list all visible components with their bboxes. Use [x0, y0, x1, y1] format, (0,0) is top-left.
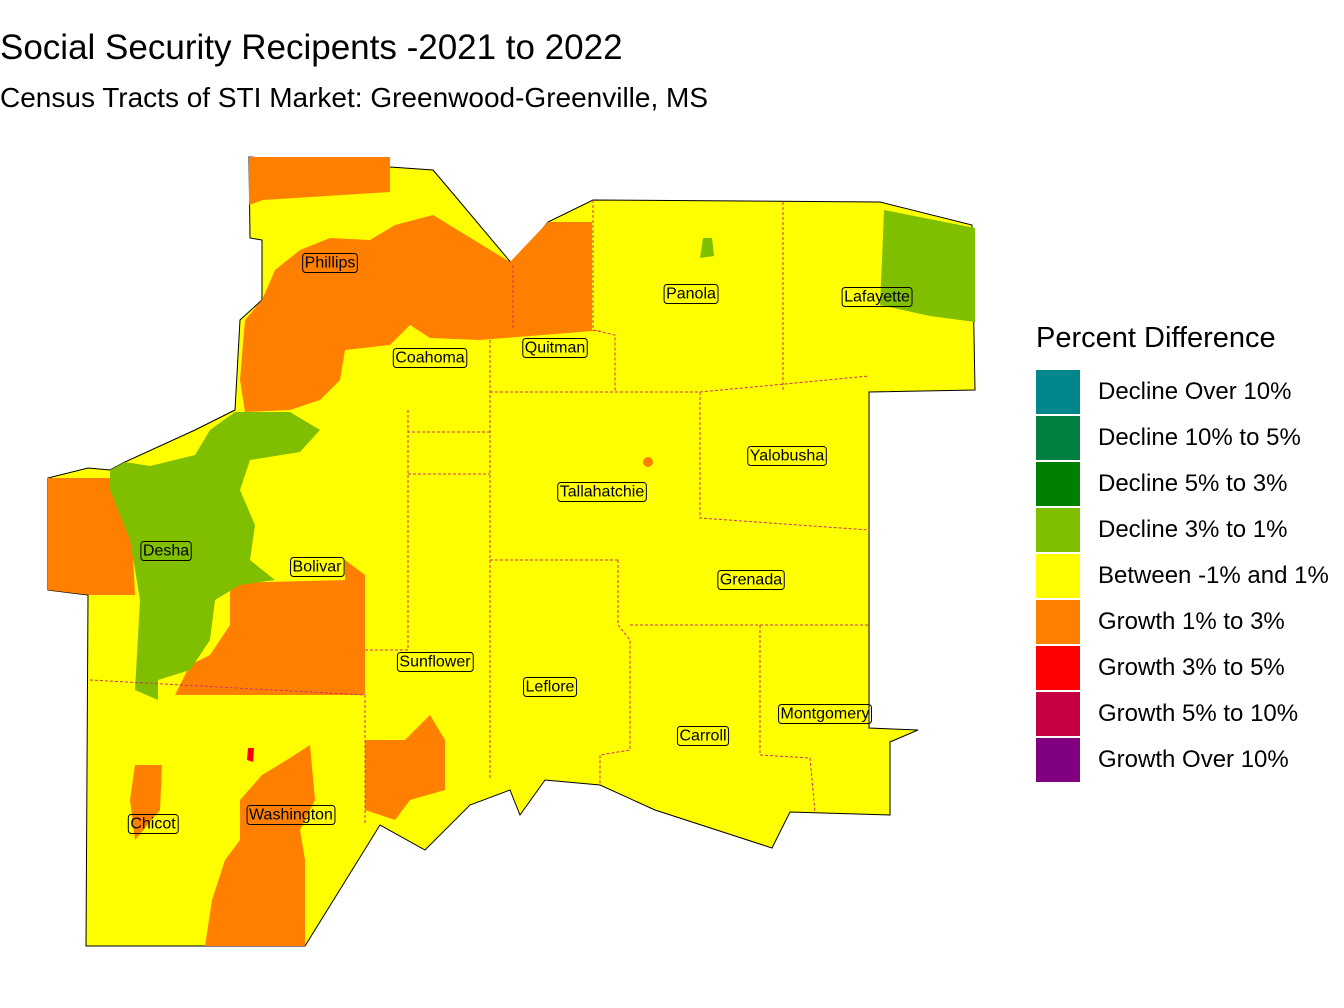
- legend-swatch: [1036, 370, 1080, 414]
- legend-title: Percent Difference: [1036, 322, 1276, 354]
- county-label-box: [676, 726, 730, 746]
- legend-swatch: [1036, 738, 1080, 782]
- county-label-text: Coahoma: [395, 350, 464, 367]
- county-label-box: [392, 348, 468, 368]
- legend-label: Growth 5% to 10%: [1098, 700, 1299, 727]
- county-label-box: [841, 287, 913, 307]
- choropleth-map: Phillips Coahoma Quitman Panola Lafayette Des…: [47, 156, 976, 947]
- county-label-text: Montgomery: [781, 706, 870, 723]
- legend-item: Decline 10% to 5%: [1036, 415, 1329, 461]
- legend-item: Decline 5% to 3%: [1036, 461, 1329, 507]
- county-label-text: Leflore: [526, 679, 575, 696]
- county-label-text: Yalobusha: [750, 448, 825, 465]
- county-label-text: Bolivar: [293, 559, 343, 576]
- county-label-box: [290, 557, 345, 577]
- legend-item: Decline Over 10%: [1036, 369, 1329, 415]
- legend-items: Decline Over 10% Decline 10% to 5% Decline…: [1036, 369, 1329, 783]
- legend-swatch: [1036, 508, 1080, 552]
- legend-label: Growth 3% to 5%: [1098, 654, 1285, 681]
- county-label: Montgomery: [778, 704, 872, 724]
- legend-label: Growth 1% to 3%: [1098, 608, 1285, 635]
- county-label: Desha: [140, 541, 192, 561]
- county-label-box: [127, 814, 179, 834]
- legend-item: Between -1% and 1%: [1036, 553, 1329, 599]
- county-label: Sunflower: [396, 652, 474, 672]
- county-label-box: [557, 482, 647, 502]
- county-label: Leflore: [523, 677, 578, 697]
- county-label-text: Grenada: [720, 572, 782, 589]
- legend-swatch: [1036, 646, 1080, 690]
- county-label-box: [396, 652, 474, 672]
- legend-item: Growth 1% to 3%: [1036, 599, 1329, 645]
- county-boundaries: [89, 200, 870, 825]
- county-label: Quitman: [522, 338, 588, 358]
- county-label-text: Panola: [666, 286, 716, 303]
- legend-item: Decline 3% to 1%: [1036, 507, 1329, 553]
- legend-swatch: [1036, 600, 1080, 644]
- county-label-text: Lafayette: [844, 289, 910, 306]
- county-label: Yalobusha: [747, 446, 827, 466]
- growth-3-5-region: [247, 748, 254, 762]
- county-label-text: Sunflower: [399, 654, 471, 671]
- county-label: Chicot: [127, 814, 179, 834]
- county-label-box: [717, 570, 785, 590]
- legend-item: Growth 3% to 5%: [1036, 645, 1329, 691]
- legend: Percent Difference Decline Over 10% Decli…: [1036, 322, 1329, 783]
- county-label: Coahoma: [392, 348, 468, 368]
- county-label-box: [663, 284, 719, 304]
- county-label-text: Phillips: [305, 255, 356, 272]
- county-label-box: [246, 805, 336, 825]
- county-label: Tallahatchie: [557, 482, 647, 502]
- county-label-text: Desha: [143, 543, 189, 560]
- county-label: Bolivar: [290, 557, 345, 577]
- legend-item: Growth 5% to 10%: [1036, 691, 1329, 737]
- county-label: Phillips: [302, 253, 358, 273]
- county-label-box: [302, 253, 358, 273]
- legend-swatch: [1036, 416, 1080, 460]
- map-title: Social Security Recipents -2021 to 2022: [0, 28, 623, 67]
- legend-label: Decline 3% to 1%: [1098, 516, 1288, 543]
- legend-label: Decline Over 10%: [1098, 378, 1292, 405]
- county-label-text: Carroll: [679, 728, 726, 745]
- county-label: Lafayette: [841, 287, 913, 307]
- county-label-box: [522, 338, 588, 358]
- legend-swatch: [1036, 554, 1080, 598]
- county-labels: Phillips Coahoma Quitman Panola Lafayette Des…: [127, 253, 913, 834]
- legend-swatch: [1036, 462, 1080, 506]
- county-label-box: [523, 677, 578, 697]
- county-label: Grenada: [717, 570, 785, 590]
- county-label-box: [140, 541, 192, 561]
- county-label-text: Quitman: [525, 340, 585, 357]
- map-subtitle: Census Tracts of STI Market: Greenwood-G…: [0, 82, 709, 113]
- county-label-text: Washington: [249, 807, 333, 824]
- legend-item: Growth Over 10%: [1036, 737, 1329, 783]
- county-label-text: Tallahatchie: [560, 484, 645, 501]
- county-label: Washington: [246, 805, 336, 825]
- legend-label: Decline 5% to 3%: [1098, 470, 1288, 497]
- county-label: Panola: [663, 284, 719, 304]
- legend-label: Between -1% and 1%: [1098, 562, 1329, 589]
- county-label-text: Chicot: [130, 816, 176, 833]
- growth-1-3-regions: [48, 157, 653, 946]
- legend-label: Decline 10% to 5%: [1098, 424, 1301, 451]
- county-label-box: [747, 446, 827, 466]
- legend-label: Growth Over 10%: [1098, 746, 1289, 773]
- county-label: Carroll: [676, 726, 730, 746]
- decline-3-1-regions: [110, 210, 975, 700]
- county-label-box: [778, 704, 872, 724]
- legend-swatch: [1036, 692, 1080, 736]
